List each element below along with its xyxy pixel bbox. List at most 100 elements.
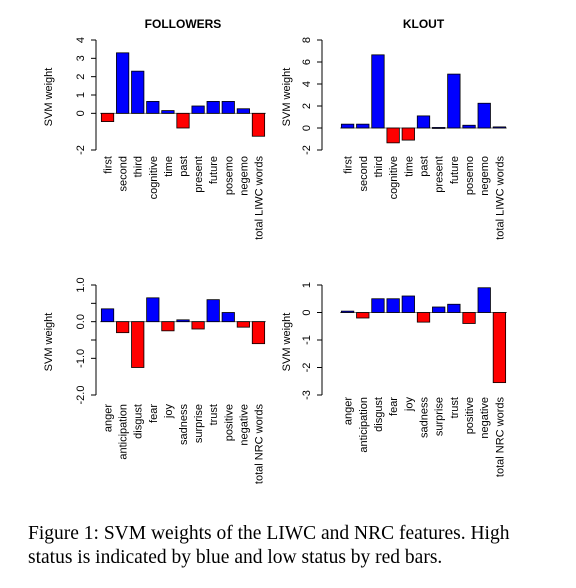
category-label: sadness [178, 404, 190, 445]
category-label: fear [388, 397, 400, 416]
bar-third [371, 54, 385, 129]
y-tick-label: -3 [301, 390, 313, 400]
category-label: negemo [479, 156, 491, 196]
y-tick-label: -2 [75, 145, 87, 155]
category-label: fear [148, 404, 160, 423]
chart-panel-4: -3 -2 -1 0 1 SVM weight anger anticipation disgu… [281, 282, 507, 477]
y-tick-label: 2 [301, 103, 313, 109]
category-label: past [178, 156, 190, 177]
bar-anticipation [356, 312, 370, 319]
y-tick-label: 0 [75, 110, 87, 116]
chart-panel-3: -2.0 -1.0 0.0 1.0 SVM weight anger anticipatio… [43, 277, 266, 484]
bar-positive [221, 312, 235, 323]
category-label: anticipation [358, 397, 370, 453]
bar-positive [462, 312, 476, 324]
bar-disgust [371, 298, 385, 313]
y-tick-label: 0.0 [75, 314, 87, 329]
bar-total-liwc-words [492, 126, 507, 129]
bar-sadness [416, 312, 431, 323]
bar-anger [100, 308, 115, 323]
y-axis-label: SVM weight [43, 313, 55, 372]
bar-negemo [477, 102, 491, 129]
category-label: sadness [419, 397, 431, 438]
category-label: negemo [238, 156, 250, 196]
category-label: surprise [434, 397, 446, 436]
bar-present [432, 127, 446, 129]
category-label: negative [479, 397, 491, 439]
category-label: time [403, 156, 415, 177]
y-axis-label: SVM weight [43, 68, 55, 127]
category-label: cognitive [148, 156, 160, 199]
figure-caption: Figure 1: SVM weights of the LIWC and NR… [28, 523, 510, 568]
bar-disgust [131, 321, 145, 368]
y-tick-label: 8 [301, 37, 313, 43]
bar-posemo [462, 124, 476, 129]
category-label: second [118, 156, 130, 191]
bar-second [116, 52, 130, 114]
chart-title: FOLLOWERS [145, 17, 222, 31]
bar-fear [146, 297, 160, 323]
category-label: total LIWC words [253, 156, 265, 240]
category-label: past [419, 156, 431, 177]
category-label: trust [449, 397, 461, 418]
bar-negative [477, 287, 491, 313]
y-tick-label: 3 [75, 55, 87, 61]
y-axis-label: SVM weight [281, 68, 293, 127]
bar-anger [340, 310, 355, 313]
y-tick-label: 4 [301, 81, 313, 87]
y-tick-label: 1.0 [75, 277, 87, 292]
y-tick-label: 4 [75, 37, 87, 43]
y-tick-label: -2 [301, 363, 313, 373]
category-label: third [373, 156, 385, 177]
category-label: total NRC words [494, 397, 506, 478]
category-label: surprise [193, 404, 205, 443]
y-tick-label: 1 [75, 92, 87, 98]
category-label: cognitive [388, 156, 400, 199]
bar-future [447, 73, 461, 129]
y-tick-label: 6 [301, 59, 313, 65]
category-label: total NRC words [253, 404, 265, 485]
category-label: future [449, 156, 461, 184]
chart-panel-2: KLOUT -2 0 2 4 6 8 SVM weight first second third co… [281, 17, 507, 240]
y-tick-label: 0 [301, 125, 313, 131]
bar-first [100, 112, 115, 122]
category-label: first [343, 156, 355, 174]
category-label: anger [103, 404, 115, 432]
bar-cognitive [386, 127, 400, 144]
y-tick-label: 0 [301, 309, 313, 315]
bar-future [206, 101, 220, 114]
y-tick-label: -1.0 [75, 349, 87, 368]
category-label: first [103, 156, 115, 174]
bar-negemo [236, 108, 250, 114]
bar-trust [447, 303, 461, 313]
category-label: trust [208, 404, 220, 425]
y-axis-label: SVM weight [281, 313, 293, 372]
bar-past [416, 115, 431, 129]
bar-fear [386, 298, 400, 313]
chart-panel-1: FOLLOWERS -2 0 1 2 3 4 SVM weight first second thi… [43, 17, 266, 240]
bar-anticipation [116, 321, 130, 334]
bar-second [356, 123, 370, 129]
bar-joy [401, 295, 415, 313]
category-label: positive [464, 397, 476, 434]
y-tick-label: -2.0 [75, 386, 87, 405]
bar-cognitive [146, 101, 160, 114]
bar-time [401, 127, 415, 141]
category-label: time [163, 156, 175, 177]
category-label: anticipation [118, 404, 130, 460]
bar-total-nrc-words [251, 321, 266, 345]
bar-past [176, 112, 190, 129]
category-label: positive [223, 404, 235, 441]
category-label: third [133, 156, 145, 177]
category-label: present [434, 156, 446, 193]
category-label: second [358, 156, 370, 191]
category-label: future [208, 156, 220, 184]
y-tick-label: -2 [301, 145, 313, 155]
category-label: joy [403, 397, 415, 413]
category-label: joy [163, 404, 175, 420]
bar-total-liwc-words [251, 112, 266, 137]
bar-trust [206, 299, 220, 323]
bar-surprise [432, 306, 446, 313]
y-tick-label: 1 [301, 282, 313, 288]
